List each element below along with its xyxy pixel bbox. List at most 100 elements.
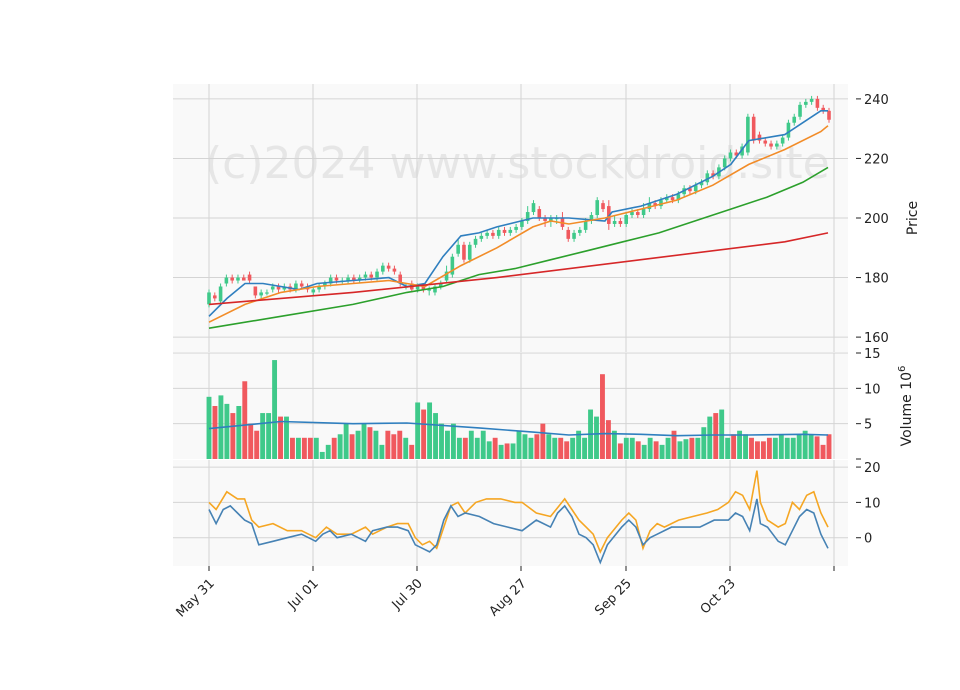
volume-bar [528, 437, 534, 459]
x-tick-label: Aug 27 [487, 576, 530, 619]
volume-bar [737, 430, 743, 459]
volume-bar [689, 437, 695, 459]
candle-body [212, 295, 217, 299]
volume-bar [600, 374, 605, 459]
candle-body [334, 277, 339, 281]
candle-body [207, 292, 211, 305]
candle-body [566, 229, 571, 239]
volume-bar [331, 437, 337, 459]
price-tick-label: 200 [864, 212, 889, 227]
candle-body [265, 292, 269, 294]
candle-body [763, 140, 768, 144]
volume-bar [391, 434, 397, 459]
price-tick-label: 240 [864, 93, 889, 108]
candle-body [815, 98, 820, 108]
candle-body [543, 218, 547, 221]
volume-bar [766, 437, 772, 459]
volume-bar [796, 434, 802, 459]
volume-bar [397, 430, 403, 459]
candle-body [740, 146, 744, 156]
volume-bar [355, 430, 361, 459]
candle-body [612, 220, 617, 224]
candle-body [525, 212, 530, 221]
volume-bar [635, 441, 641, 459]
volume-bar [224, 403, 230, 459]
candle-body [241, 277, 246, 281]
candle-body [375, 271, 379, 278]
candle-body [357, 277, 362, 281]
ma25-line [208, 166, 829, 329]
candle-body [491, 232, 495, 236]
candle-body [392, 268, 397, 272]
volume-bar [361, 423, 367, 459]
volume-bar [510, 443, 516, 459]
volume-bar [564, 441, 570, 459]
candle-body [595, 200, 600, 216]
volume-bar [826, 434, 832, 459]
volume-bar [576, 430, 582, 459]
volume-unit-label: 10 [899, 372, 915, 390]
volume-bar [248, 423, 254, 459]
volume-bar [594, 416, 599, 459]
candle-body [520, 220, 524, 227]
candle-body [688, 188, 692, 192]
volume-bar [743, 434, 748, 459]
ma10-line [208, 125, 829, 323]
volume-bar [278, 416, 283, 459]
candle-body [722, 158, 727, 168]
volume-bar [653, 441, 659, 459]
volume-bar [385, 430, 391, 459]
candle-body [363, 274, 368, 278]
volume-bar [540, 423, 546, 459]
volume-bar [516, 430, 522, 459]
candle-body [276, 286, 281, 290]
volume-bar [683, 439, 689, 459]
volume-bar [272, 360, 278, 459]
volume-bar [409, 444, 415, 459]
volume-bar [462, 437, 468, 459]
candle-body [804, 101, 808, 105]
candle-body [514, 226, 518, 230]
candle-body [230, 277, 234, 281]
candle-body [508, 229, 513, 233]
volume-bar [415, 402, 421, 459]
volume-bar [230, 413, 236, 459]
candle-body [386, 265, 391, 269]
volume-bar [677, 441, 683, 459]
volume-bar [582, 437, 588, 459]
volume-bar [617, 443, 623, 459]
candle-body [664, 197, 669, 201]
volume-bar [772, 437, 778, 459]
candle-body [317, 286, 321, 290]
candle-body [601, 203, 605, 210]
volume-bar [439, 423, 444, 459]
candle-body [369, 274, 374, 278]
volume-bar [319, 451, 325, 459]
candle-body [311, 289, 316, 293]
volume-bar [790, 437, 796, 459]
candle-body [531, 203, 536, 213]
candle-body [502, 229, 507, 233]
candle-body [653, 203, 657, 207]
volume-bar [433, 413, 438, 459]
volume-bar [695, 437, 701, 459]
volume-bar [349, 434, 355, 459]
osc_slow-line [208, 470, 829, 554]
candle-body [282, 286, 287, 290]
candle-body [473, 238, 478, 245]
candle-body [433, 286, 437, 293]
candle-body [537, 209, 542, 218]
panel-background-3 [173, 460, 848, 566]
volume-bar [236, 406, 242, 459]
volume-bar [707, 416, 713, 459]
candle-body [659, 200, 663, 207]
candle-body [792, 116, 797, 123]
candle-body [485, 232, 489, 236]
x-tick-label: Jul 01 [285, 576, 322, 613]
x-tick-label: Jul 30 [389, 576, 426, 613]
volume-bar [623, 437, 629, 459]
volume-bar [641, 444, 647, 459]
candle-body [786, 122, 791, 138]
volume-bar [468, 430, 474, 459]
